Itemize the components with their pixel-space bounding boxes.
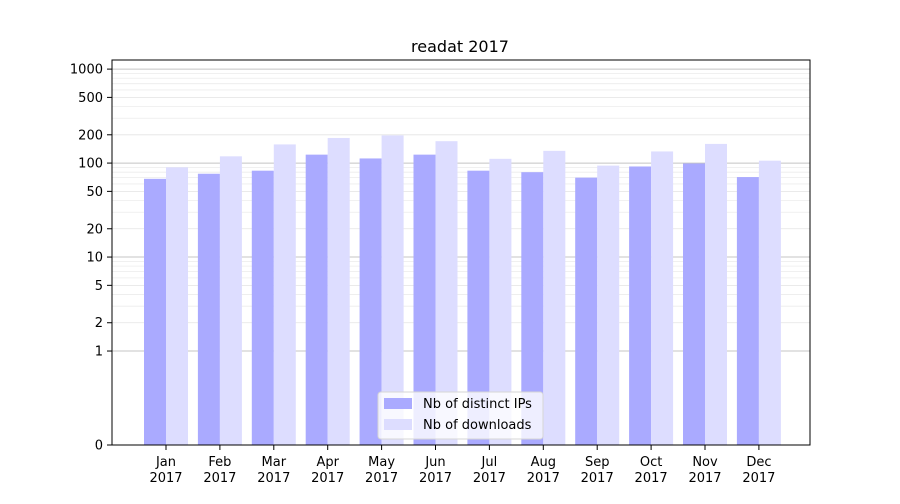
y-tick-label: 5 bbox=[95, 279, 103, 294]
x-tick-label: Dec 2017 bbox=[742, 455, 775, 486]
bar bbox=[629, 166, 652, 445]
y-tick-label: 2 bbox=[95, 316, 103, 331]
x-tick-label: Jan 2017 bbox=[149, 455, 182, 486]
bar bbox=[683, 163, 705, 445]
bar bbox=[543, 150, 566, 445]
y-tick-label: 50 bbox=[86, 185, 103, 200]
bars-layer bbox=[144, 135, 781, 446]
bar bbox=[197, 173, 220, 445]
y-tick-label: 1 bbox=[95, 345, 103, 360]
x-tick-label: Aug 2017 bbox=[527, 455, 560, 486]
y-tick-label: 1000 bbox=[70, 63, 103, 78]
y-tick-label: 100 bbox=[78, 157, 103, 172]
bar bbox=[381, 135, 404, 445]
bar bbox=[705, 143, 727, 446]
x-tick-label: May 2017 bbox=[365, 455, 398, 486]
x-tick-label: Feb 2017 bbox=[203, 455, 236, 486]
legend-swatch bbox=[384, 398, 412, 409]
bar bbox=[251, 170, 274, 446]
legend-label: Nb of distinct IPs bbox=[423, 397, 532, 412]
bar bbox=[575, 177, 598, 446]
bar bbox=[489, 158, 512, 446]
bar bbox=[413, 154, 436, 445]
bar bbox=[327, 137, 350, 446]
bar bbox=[758, 160, 781, 445]
bar bbox=[435, 141, 458, 445]
x-tick-label: Oct 2017 bbox=[635, 455, 668, 486]
y-tick-label: 20 bbox=[86, 222, 103, 237]
bar bbox=[597, 165, 620, 445]
bar bbox=[521, 172, 544, 445]
bar bbox=[219, 156, 242, 445]
y-tick-label: 500 bbox=[78, 91, 103, 106]
x-tick-label: Jul 2017 bbox=[473, 455, 506, 486]
x-tick-label: Apr 2017 bbox=[311, 455, 344, 486]
bar bbox=[359, 158, 382, 446]
plot-frame bbox=[111, 59, 811, 446]
axes-layer: Jan 2017 Feb 2017 Mar 2017 Apr 2017 May 2017 Jun 20… bbox=[70, 59, 811, 486]
y-tick-label: 200 bbox=[78, 128, 103, 143]
x-tick-label: Mar 2017 bbox=[257, 455, 290, 486]
bar bbox=[305, 154, 328, 445]
bar bbox=[651, 151, 674, 445]
bar bbox=[273, 144, 296, 446]
bar bbox=[736, 177, 759, 445]
legend-box bbox=[377, 391, 544, 440]
legend: Nb of distinct IPs Nb of downloads bbox=[377, 391, 544, 440]
x-tick-label: Nov 2017 bbox=[688, 455, 721, 486]
bar bbox=[144, 178, 166, 446]
x-tick-label: Sep 2017 bbox=[581, 455, 614, 486]
legend-label: Nb of downloads bbox=[423, 418, 532, 433]
y-tick-label: 0 bbox=[95, 439, 103, 454]
chart-title: readat 2017 bbox=[411, 37, 509, 56]
legend-swatch bbox=[384, 419, 412, 430]
y-tick-label: 10 bbox=[86, 251, 103, 266]
bar bbox=[166, 167, 188, 445]
x-tick-label: Jun 2017 bbox=[419, 455, 452, 486]
bar bbox=[467, 170, 490, 446]
